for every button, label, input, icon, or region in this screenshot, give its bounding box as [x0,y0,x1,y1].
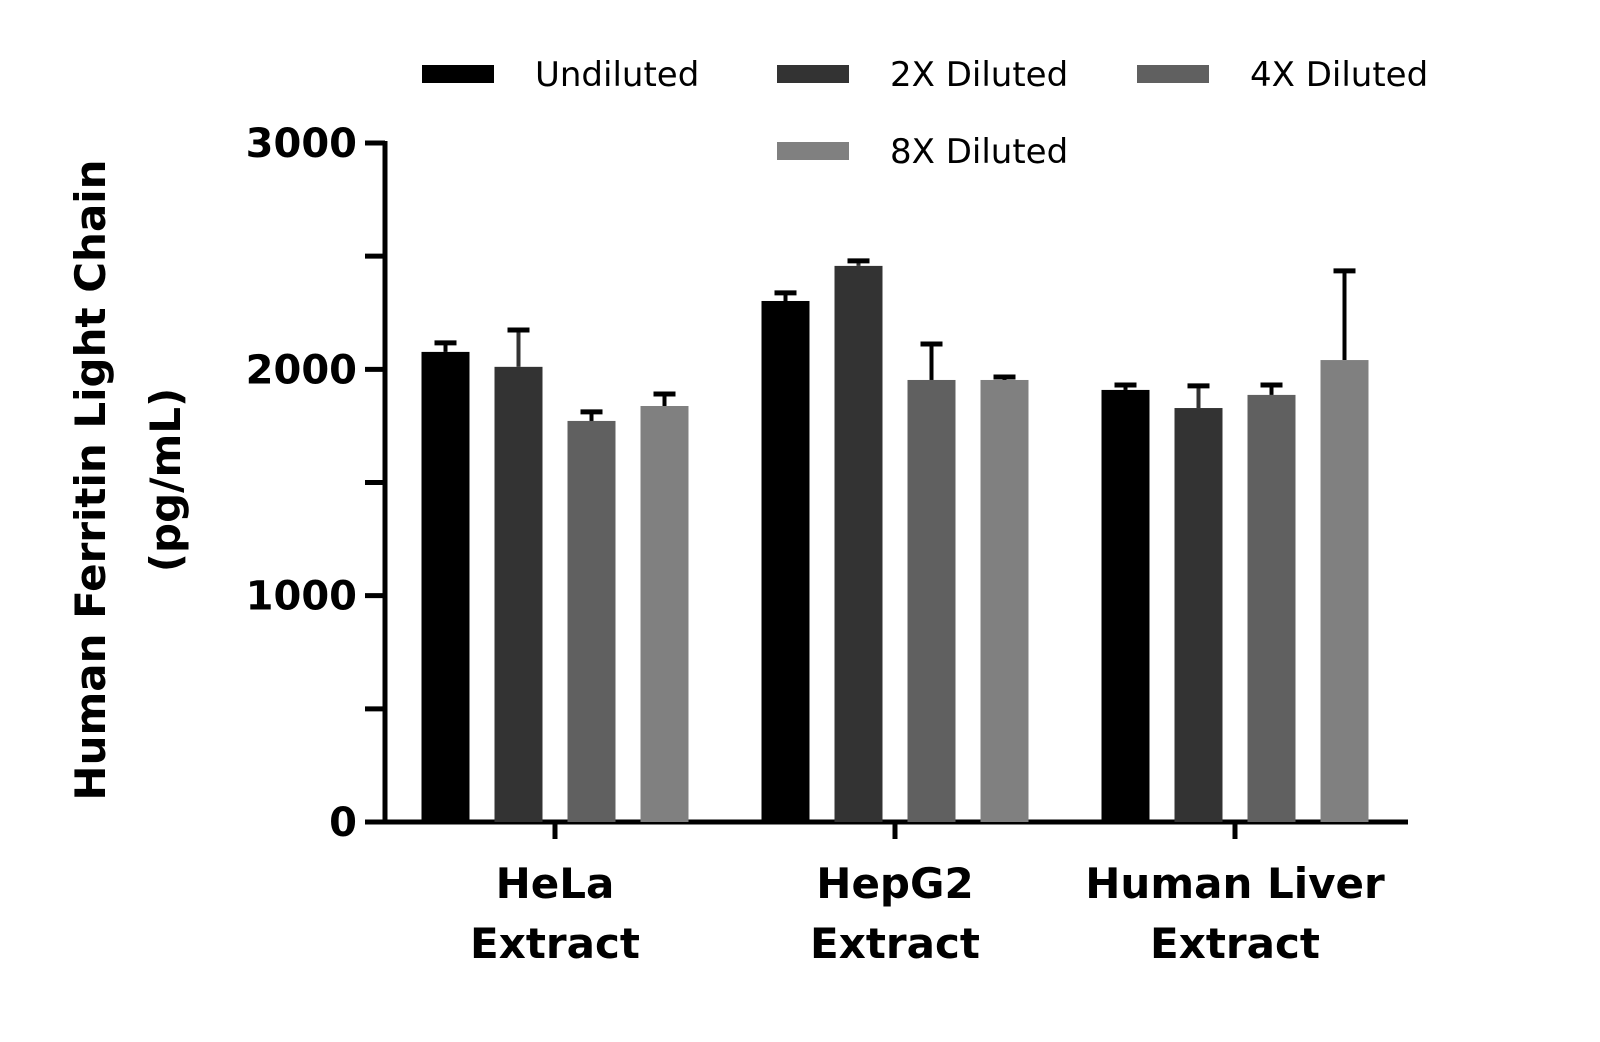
bar [907,379,956,822]
y-tick-label: 3000 [246,121,357,167]
bar [1320,360,1369,822]
legend-swatch [1137,65,1209,83]
bar [640,405,689,822]
y-axis-label: Human Ferritin Light Chain (pg/mL) [66,159,190,800]
y-tick-label: 0 [329,800,357,846]
legend-swatch [422,65,494,83]
y-tick-label: 2000 [246,347,357,393]
bar [1247,394,1296,822]
bar [834,265,883,822]
bar [494,366,543,822]
bar [761,300,810,822]
x-tick-label: Extract [1150,919,1320,968]
y-axis-label-line: Human Ferritin Light Chain [66,159,115,800]
x-tick-label: HeLa [496,859,615,908]
x-tick-label: HepG2 [816,859,973,908]
legend-swatch [777,65,849,83]
legend-label: Undiluted [535,55,699,95]
legend: Undiluted 2X Diluted 4X Diluted 8X Diluted [422,55,1428,172]
y-tick-label: 1000 [246,574,357,620]
bar [1174,408,1223,822]
bar [980,379,1029,822]
bars [421,258,1369,822]
y-axis-label-line: (pg/mL) [141,388,190,572]
x-tick-label: Human Liver [1085,859,1385,908]
x-tick-label: Extract [810,919,980,968]
bar [567,420,616,822]
y-axis-label-group: Human Ferritin Light Chain (pg/mL) [66,159,190,800]
bar [1101,389,1150,822]
axes: 0 1000 2000 3000 HeLa Extract HepG2 Extract Huma… [246,121,1408,968]
legend-swatch [777,142,849,160]
x-tick-label: Extract [470,919,640,968]
legend-label: 2X Diluted [890,55,1068,95]
legend-label: 4X Diluted [1250,55,1428,95]
bar [421,351,470,822]
legend-label: 8X Diluted [890,132,1068,172]
